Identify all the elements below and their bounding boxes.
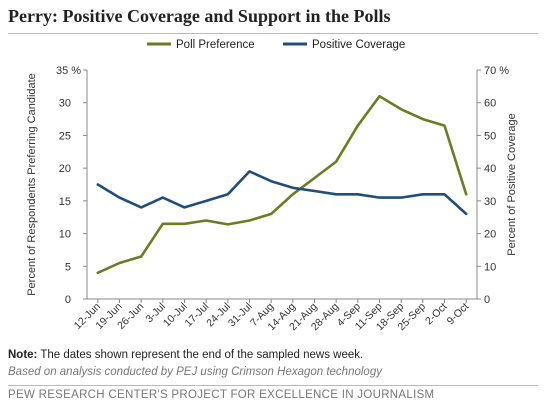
legend-label: Poll Preference xyxy=(176,39,255,51)
series-line-positive-coverage xyxy=(96,170,468,216)
note-label: Note: xyxy=(8,349,38,361)
title-divider xyxy=(8,33,538,34)
right-tick-label: 40 xyxy=(484,163,496,175)
left-tick-label: 35 % xyxy=(56,65,81,77)
x-tick-label: 10-Jul xyxy=(161,301,190,330)
right-tick-label: 20 xyxy=(484,229,496,241)
left-tick-label: 10 xyxy=(59,229,71,241)
source-line: Based on analysis conducted by PEJ using… xyxy=(8,366,382,378)
left-tick-label: 0 xyxy=(65,294,71,306)
right-tick-label: 0 xyxy=(484,294,490,306)
left-tick-label: 30 xyxy=(59,98,71,110)
right-axis-title: Percent of Positive Coverage xyxy=(506,113,518,255)
right-tick-label: 10 xyxy=(484,261,496,273)
notes-block: Note: The dates shown represent the end … xyxy=(8,347,538,381)
chart-area: 0 5 10 15 20 25 30 35 % 0 10 20 30 40 50 60 70 % Percent… xyxy=(0,34,547,344)
footer-credit: PEW RESEARCH CENTER'S PROJECT FOR EXCELL… xyxy=(8,389,435,401)
left-tick-label: 25 xyxy=(59,130,71,142)
right-tick-label: 70 % xyxy=(484,65,509,77)
right-tick-label: 50 xyxy=(484,130,496,142)
x-tick-label: 2-Oct xyxy=(423,301,450,328)
left-tick-label: 5 xyxy=(65,261,71,273)
left-axis-title: Percent of Respondents Preferring Candid… xyxy=(26,73,38,296)
series-line-poll-preference xyxy=(96,94,468,275)
x-tick-label: 17-Jul xyxy=(183,301,212,330)
legend-label: Positive Coverage xyxy=(312,39,405,51)
x-tick-label: 9-Oct xyxy=(445,301,472,328)
chart-title: Perry: Positive Coverage and Support in … xyxy=(8,6,391,26)
note-line: Note: The dates shown represent the end … xyxy=(8,347,538,364)
left-tick-label: 15 xyxy=(59,196,71,208)
right-tick-label: 60 xyxy=(484,98,496,110)
footer-divider xyxy=(8,385,538,386)
x-tick-label: 31-Jul xyxy=(226,301,255,330)
x-tick-label: 24-Jul xyxy=(204,301,233,330)
left-tick-label: 20 xyxy=(59,163,71,175)
right-tick-label: 30 xyxy=(484,196,496,208)
line-chart: 0 5 10 15 20 25 30 35 % 0 10 20 30 40 50 60 70 % Percent… xyxy=(26,39,518,333)
note-text: The dates shown represent the end of the… xyxy=(37,349,364,361)
